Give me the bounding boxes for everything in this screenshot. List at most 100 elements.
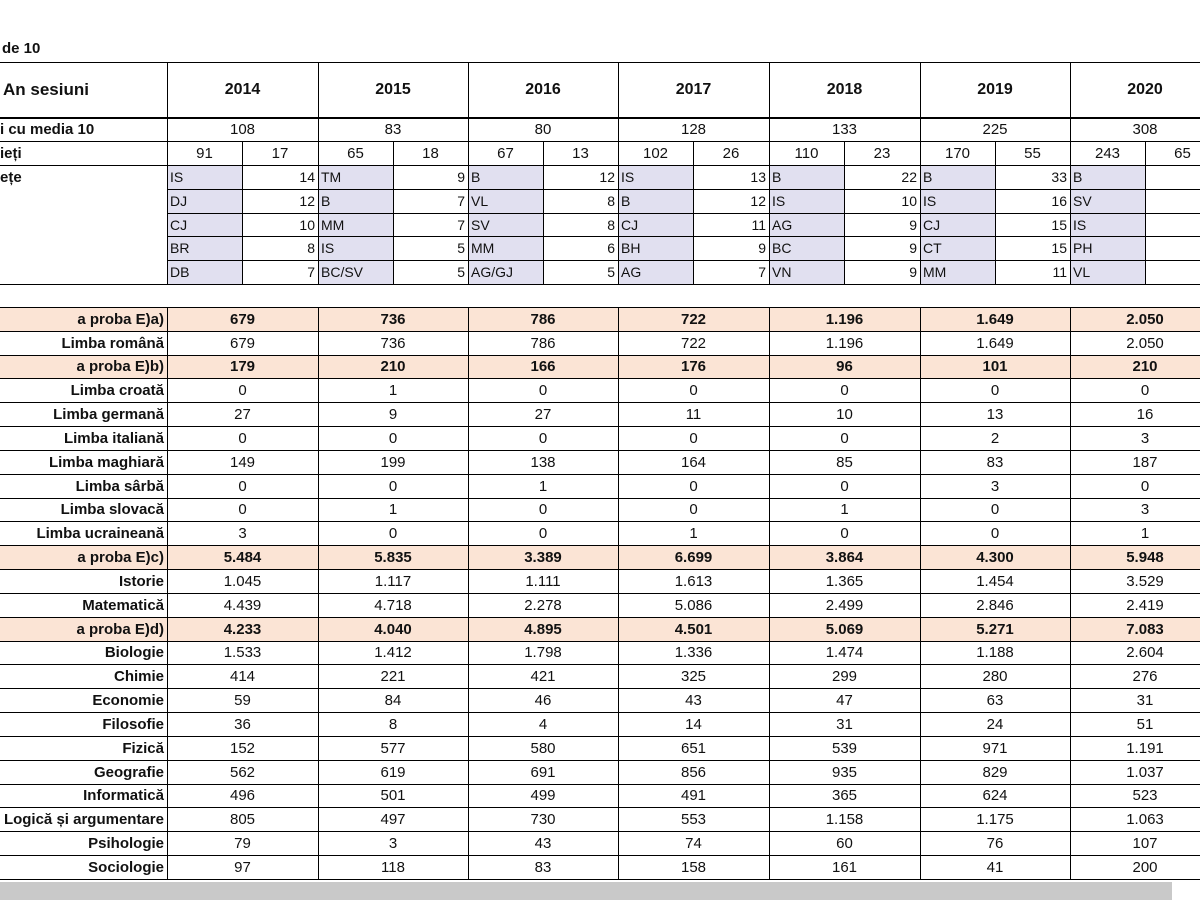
cell: 856	[680, 763, 707, 781]
cell: 280	[982, 667, 1008, 685]
cell: 308	[1132, 120, 1158, 138]
cell: 164	[680, 453, 707, 471]
cell: 149	[229, 453, 256, 471]
cell: 1.412	[374, 644, 412, 661]
county-count: 5	[457, 240, 465, 256]
cell: 496	[229, 787, 256, 804]
subject-label: Informatică	[83, 787, 164, 804]
cell: 8	[388, 715, 398, 733]
county-count: 8	[307, 240, 315, 256]
border	[0, 331, 1200, 332]
cell: 414	[229, 667, 256, 685]
row-label: ețe	[0, 168, 22, 186]
cell: 2.278	[524, 596, 562, 614]
cell: 225	[982, 120, 1008, 138]
total-cell: 7.083	[1070, 617, 1200, 641]
border	[468, 62, 469, 284]
cell: 17	[271, 144, 289, 162]
cell: 0	[689, 381, 698, 399]
cell: 80	[534, 120, 552, 138]
cell: 170	[944, 144, 971, 162]
cell: 1.474	[825, 644, 864, 661]
cell: 79	[234, 834, 251, 852]
total-cell: 2.050	[1070, 307, 1200, 331]
cell: 76	[986, 834, 1004, 852]
border	[0, 807, 1200, 808]
cell: 276	[1132, 667, 1158, 685]
county-code: MM	[318, 213, 393, 236]
border	[167, 260, 1200, 261]
scrollbar[interactable]	[0, 882, 1172, 900]
county-count: 17	[1145, 260, 1200, 284]
border	[0, 569, 1200, 570]
county-count: 33	[1051, 169, 1067, 185]
county-code: B	[1070, 165, 1145, 189]
cell: 619	[380, 763, 406, 781]
cell: 325	[680, 667, 707, 685]
cell: 243	[1094, 144, 1121, 162]
border	[920, 62, 921, 284]
subject-label: a proba E)d)	[0, 617, 167, 641]
total-cell: 722	[618, 307, 769, 331]
cell: 46	[534, 691, 552, 709]
cell: 651	[680, 739, 707, 757]
cell: 1.798	[524, 644, 562, 661]
border	[920, 307, 921, 879]
border	[0, 355, 1200, 356]
cell: 2.604	[1126, 644, 1164, 661]
county-count: 9	[758, 240, 766, 256]
cell: 221	[380, 667, 406, 685]
cell: 730	[530, 810, 556, 828]
county-code: BC/SV	[318, 260, 393, 284]
total-cell: 679	[167, 307, 318, 331]
cell: 83	[384, 120, 402, 138]
total-cell: 4.300	[920, 545, 1070, 569]
cell: 1.196	[825, 334, 864, 352]
cell: 553	[680, 810, 707, 828]
cell: 5.086	[674, 596, 713, 614]
cell: 299	[831, 667, 858, 685]
cell: 0	[1140, 477, 1150, 495]
county-code: SV	[1070, 189, 1145, 213]
subject-label: a proba E)c)	[0, 545, 167, 569]
subject-label: Limba ucraineană	[36, 524, 164, 542]
cell: 161	[831, 858, 858, 876]
total-cell: 5.948	[1070, 545, 1200, 569]
county-count: 14	[299, 169, 315, 185]
border	[0, 62, 1200, 63]
cell: 935	[831, 763, 858, 781]
county-code: CJ	[920, 213, 995, 236]
cell: 1.045	[223, 572, 262, 590]
subject-label: Logică și argumentare	[3, 810, 164, 828]
county-code: BR	[167, 236, 242, 260]
cell: 1	[689, 524, 698, 542]
border	[318, 307, 319, 879]
cell: 110	[794, 144, 819, 162]
border	[0, 617, 1200, 618]
cell: 501	[380, 787, 406, 804]
cell: 0	[238, 429, 247, 447]
cell: 26	[722, 144, 740, 162]
cell: 1.037	[1126, 763, 1164, 781]
cell: 4.718	[374, 596, 412, 614]
border	[0, 736, 1200, 737]
cell: 722	[680, 334, 707, 352]
cell: 499	[530, 787, 556, 804]
county-code: IS	[618, 165, 693, 189]
cell: 1.117	[374, 572, 412, 590]
county-code: MM	[468, 236, 543, 260]
total-cell: 786	[468, 307, 618, 331]
cell: 736	[380, 334, 406, 352]
cell: 829	[982, 763, 1008, 781]
cell: 24	[986, 715, 1004, 733]
row-label: ieți	[0, 144, 22, 162]
county-count: 7	[457, 216, 465, 233]
cell: 3	[990, 477, 1000, 495]
county-count: 19	[1145, 189, 1200, 213]
cell: 0	[388, 429, 398, 447]
cell: 679	[229, 334, 256, 352]
subject-label: Limba sârbă	[75, 477, 164, 495]
cell: 3	[238, 524, 247, 542]
cell: 1	[388, 501, 398, 518]
cell: 1	[1140, 524, 1150, 542]
